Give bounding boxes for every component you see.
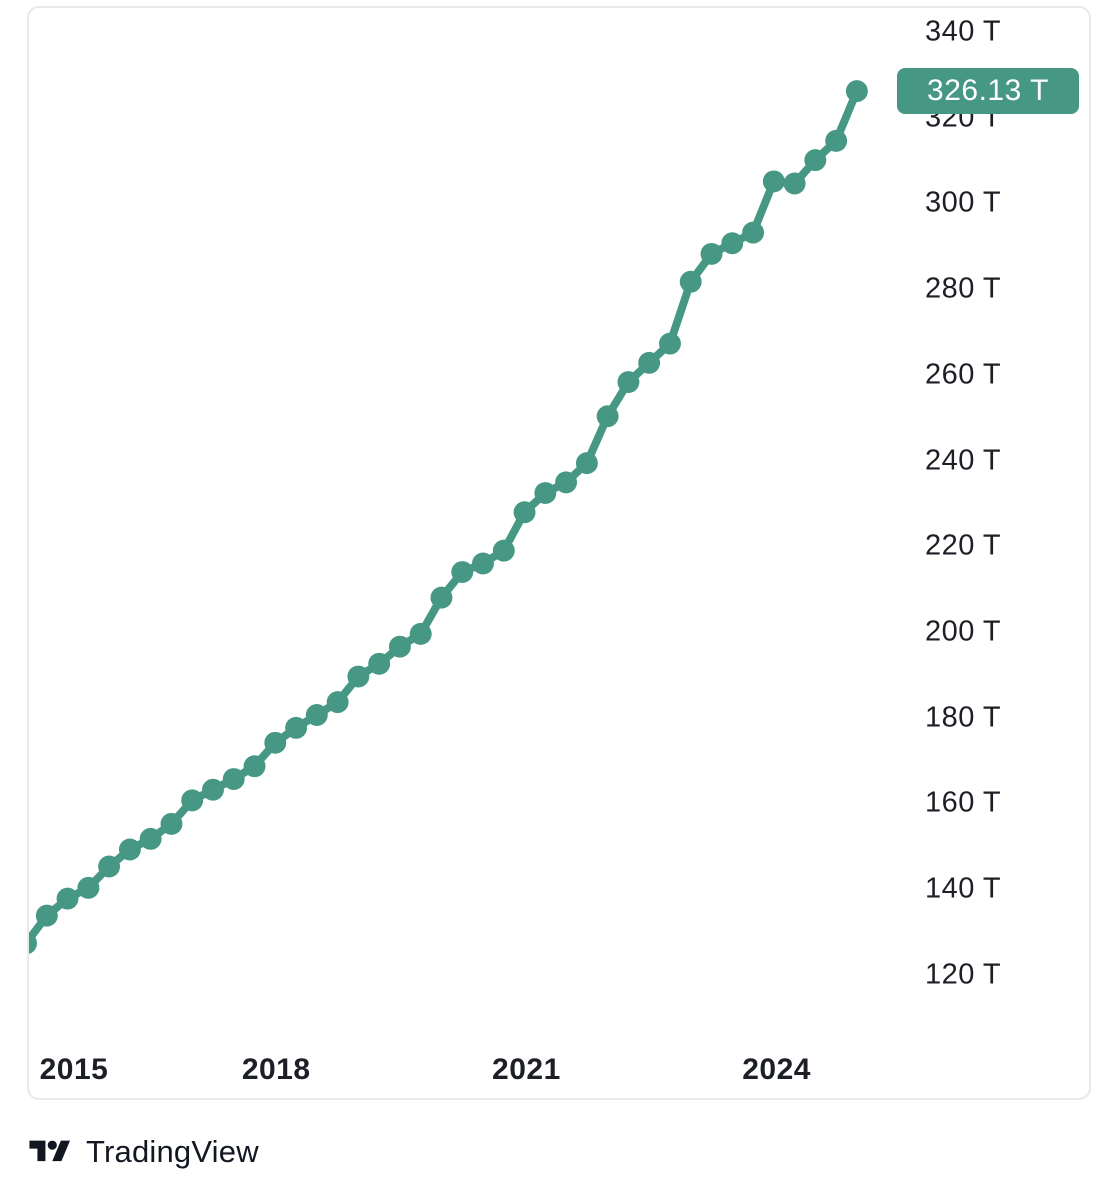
y-tick-label: 240 T	[925, 444, 1002, 476]
y-tick-label: 260 T	[925, 358, 1002, 391]
y-tick-label: 140 T	[925, 872, 1002, 905]
y-tick-label: 220 T	[925, 529, 1002, 562]
price-line-chart[interactable]	[29, 8, 1089, 1098]
y-tick-label: 120 T	[925, 958, 1002, 991]
y-tick-label: 340 T	[925, 15, 1002, 48]
tradingview-brand-text: TradingView	[86, 1134, 259, 1169]
x-tick-label: 2018	[241, 1053, 311, 1086]
y-tick-label: 160 T	[925, 786, 1002, 819]
y-tick-label: 200 T	[925, 615, 1002, 648]
y-tick-label: 300 T	[925, 186, 1002, 219]
chart-panel: 340 T 320 T 300 T 280 T 260 T 240 T 220 T 200 T…	[27, 6, 1091, 1100]
y-tick-label: 280 T	[925, 272, 1002, 305]
last-price-badge: 326.13 T	[897, 68, 1079, 114]
x-tick-label: 2024	[742, 1053, 811, 1086]
x-tick-label: 2015	[39, 1053, 109, 1086]
tradingview-logo-icon	[28, 1136, 72, 1168]
tradingview-attribution-link[interactable]: TradingView	[28, 1128, 259, 1176]
x-tick-label: 2021	[492, 1053, 561, 1086]
y-tick-label: 180 T	[925, 701, 1002, 734]
